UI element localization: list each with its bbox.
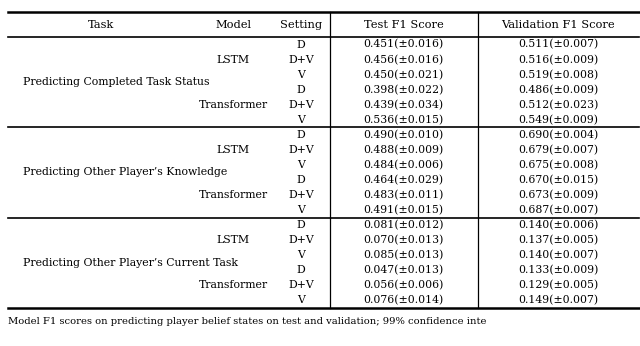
Text: V: V xyxy=(297,70,305,80)
Text: 0.076(±0.014): 0.076(±0.014) xyxy=(364,295,444,306)
Text: 0.516(±0.009): 0.516(±0.009) xyxy=(518,54,598,65)
Text: 0.140(±0.006): 0.140(±0.006) xyxy=(518,220,598,230)
Text: 0.056(±0.006): 0.056(±0.006) xyxy=(364,280,444,291)
Text: 0.081(±0.012): 0.081(±0.012) xyxy=(364,220,444,230)
Text: Model F1 scores on predicting player belief states on test and validation; 99% c: Model F1 scores on predicting player bel… xyxy=(8,317,486,326)
Text: D: D xyxy=(297,85,305,95)
Text: 0.519(±0.008): 0.519(±0.008) xyxy=(518,70,598,80)
Text: Predicting Completed Task Status: Predicting Completed Task Status xyxy=(22,77,209,87)
Text: D+V: D+V xyxy=(288,145,314,155)
Text: 0.486(±0.009): 0.486(±0.009) xyxy=(518,84,598,95)
Text: 0.451(±0.016): 0.451(±0.016) xyxy=(364,39,444,50)
Text: 0.675(±0.008): 0.675(±0.008) xyxy=(518,160,598,170)
Text: 0.133(±0.009): 0.133(±0.009) xyxy=(518,265,598,275)
Text: D+V: D+V xyxy=(288,235,314,245)
Text: V: V xyxy=(297,205,305,215)
Text: 0.484(±0.006): 0.484(±0.006) xyxy=(364,160,444,170)
Text: D+V: D+V xyxy=(288,190,314,200)
Text: V: V xyxy=(297,250,305,260)
Text: Transformer: Transformer xyxy=(198,280,268,290)
Text: 0.679(±0.007): 0.679(±0.007) xyxy=(518,145,598,155)
Text: 0.398(±0.022): 0.398(±0.022) xyxy=(364,84,444,95)
Text: 0.690(±0.004): 0.690(±0.004) xyxy=(518,130,598,140)
Text: D: D xyxy=(297,265,305,275)
Text: LSTM: LSTM xyxy=(217,235,250,245)
Text: Task: Task xyxy=(88,20,114,29)
Text: D+V: D+V xyxy=(288,100,314,110)
Text: 0.491(±0.015): 0.491(±0.015) xyxy=(364,205,444,215)
Text: D: D xyxy=(297,220,305,230)
Text: D: D xyxy=(297,130,305,140)
Text: 0.464(±0.029): 0.464(±0.029) xyxy=(364,175,444,185)
Text: 0.687(±0.007): 0.687(±0.007) xyxy=(518,205,598,215)
Text: 0.149(±0.007): 0.149(±0.007) xyxy=(518,295,598,306)
Text: 0.450(±0.021): 0.450(±0.021) xyxy=(364,70,444,80)
Text: 0.137(±0.005): 0.137(±0.005) xyxy=(518,235,598,245)
Text: 0.511(±0.007): 0.511(±0.007) xyxy=(518,39,598,50)
Text: V: V xyxy=(297,160,305,170)
Text: D: D xyxy=(297,175,305,185)
Text: 0.673(±0.009): 0.673(±0.009) xyxy=(518,190,598,200)
Text: LSTM: LSTM xyxy=(217,145,250,155)
Text: Validation F1 Score: Validation F1 Score xyxy=(502,20,615,29)
Text: D+V: D+V xyxy=(288,280,314,290)
Text: V: V xyxy=(297,115,305,125)
Text: 0.490(±0.010): 0.490(±0.010) xyxy=(364,130,444,140)
Text: Predicting Other Player’s Knowledge: Predicting Other Player’s Knowledge xyxy=(22,167,227,177)
Text: 0.549(±0.009): 0.549(±0.009) xyxy=(518,115,598,125)
Text: Setting: Setting xyxy=(280,20,322,29)
Text: 0.512(±0.023): 0.512(±0.023) xyxy=(518,100,598,110)
Text: Predicting Other Player’s Current Task: Predicting Other Player’s Current Task xyxy=(22,258,237,268)
Text: Test F1 Score: Test F1 Score xyxy=(364,20,444,29)
Text: 0.488(±0.009): 0.488(±0.009) xyxy=(364,145,444,155)
Text: 0.456(±0.016): 0.456(±0.016) xyxy=(364,54,444,65)
Text: 0.536(±0.015): 0.536(±0.015) xyxy=(364,115,444,125)
Text: 0.140(±0.007): 0.140(±0.007) xyxy=(518,250,598,261)
Text: D+V: D+V xyxy=(288,55,314,65)
Text: 0.085(±0.013): 0.085(±0.013) xyxy=(364,250,444,261)
Text: D: D xyxy=(297,39,305,49)
Text: Model: Model xyxy=(215,20,252,29)
Text: 0.439(±0.034): 0.439(±0.034) xyxy=(364,100,444,110)
Text: LSTM: LSTM xyxy=(217,55,250,65)
Text: 0.670(±0.015): 0.670(±0.015) xyxy=(518,175,598,185)
Text: Transformer: Transformer xyxy=(198,100,268,110)
Text: V: V xyxy=(297,295,305,306)
Text: Transformer: Transformer xyxy=(198,190,268,200)
Text: 0.483(±0.011): 0.483(±0.011) xyxy=(364,190,444,200)
Text: 0.047(±0.013): 0.047(±0.013) xyxy=(364,265,444,275)
Text: 0.070(±0.013): 0.070(±0.013) xyxy=(364,235,444,245)
Text: 0.129(±0.005): 0.129(±0.005) xyxy=(518,280,598,291)
